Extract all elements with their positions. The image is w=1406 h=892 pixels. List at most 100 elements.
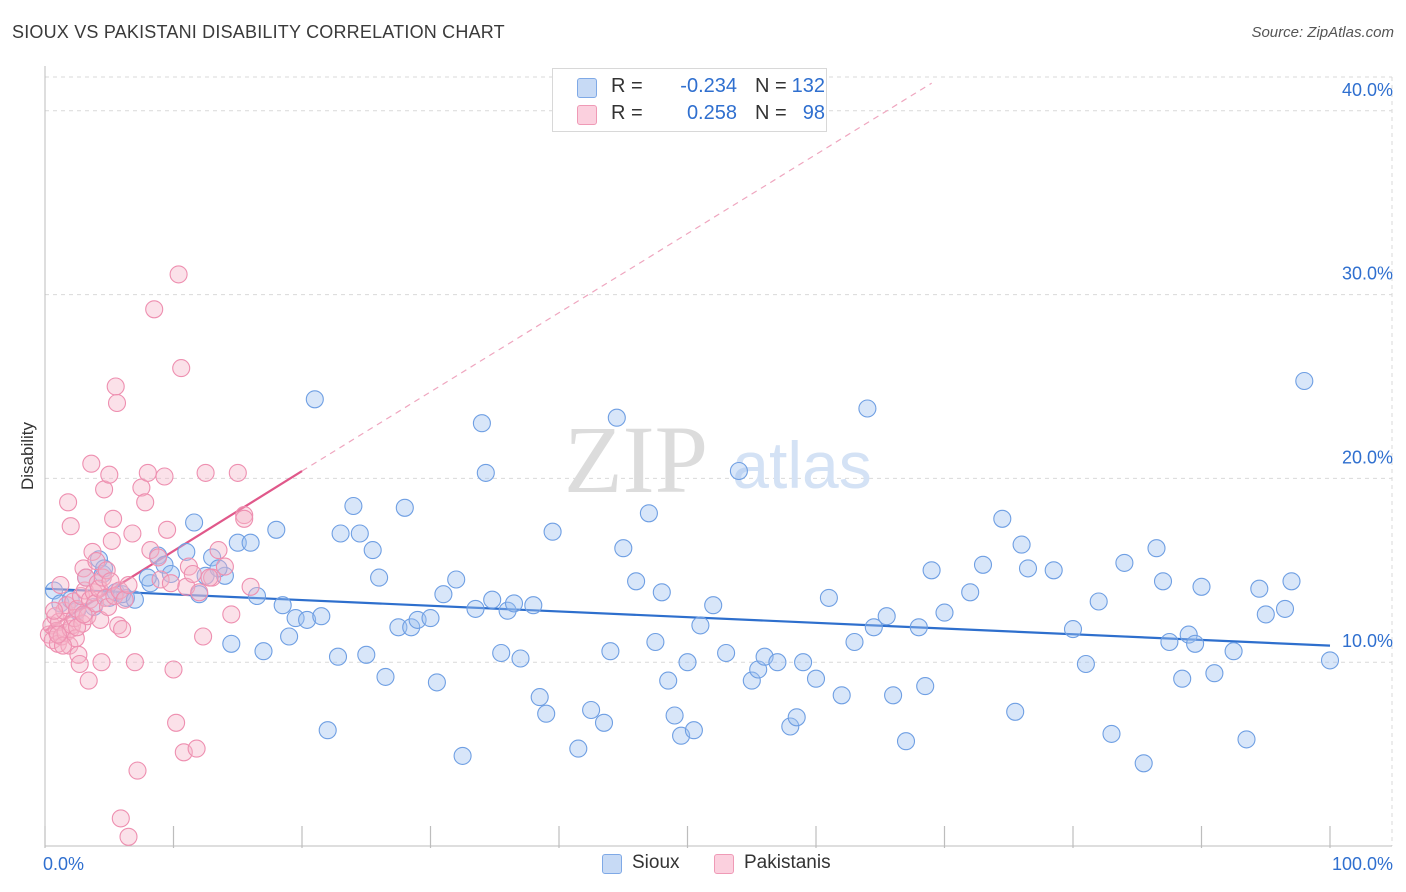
pakistanis-point bbox=[196, 463, 215, 482]
sioux-point bbox=[1076, 654, 1095, 674]
sioux-point bbox=[993, 509, 1012, 528]
legend-r-value: 0.258 bbox=[686, 102, 737, 124]
pakistanis-point bbox=[241, 577, 260, 596]
sioux-point bbox=[363, 541, 382, 560]
sioux-point bbox=[665, 706, 684, 725]
pakistanis-point bbox=[187, 739, 206, 758]
sioux-point bbox=[1295, 371, 1314, 391]
pakistanis-point bbox=[61, 517, 80, 536]
tick-labels: 10.0% 20.0% 30.0% 40.0% 0.0% 100.0% bbox=[43, 80, 1393, 874]
sioux-point bbox=[1320, 651, 1340, 670]
sioux-point bbox=[678, 653, 697, 672]
sioux-point bbox=[472, 414, 491, 433]
pakistanis-point bbox=[87, 552, 106, 571]
y-tick-label: 30.0% bbox=[1342, 264, 1393, 284]
sioux-point bbox=[286, 609, 305, 628]
pakistanis-point bbox=[123, 524, 142, 543]
sioux-point bbox=[434, 585, 453, 604]
pakistanis-point bbox=[119, 575, 138, 595]
sioux-point bbox=[1153, 572, 1173, 591]
sioux-point bbox=[504, 594, 524, 613]
sioux-point bbox=[376, 667, 395, 686]
sioux-point bbox=[1160, 632, 1179, 652]
sioux-point bbox=[273, 596, 292, 615]
watermark-atlas: atlas bbox=[732, 428, 871, 502]
sioux-point bbox=[537, 704, 556, 723]
pakistanis-point bbox=[69, 645, 88, 664]
sioux-point bbox=[832, 686, 851, 705]
sioux-point bbox=[1147, 539, 1166, 558]
pakistanis-point bbox=[110, 581, 129, 600]
sioux-point bbox=[395, 498, 414, 517]
legend-r-value: -0.234 bbox=[680, 75, 737, 97]
y-tick-label: 40.0% bbox=[1342, 80, 1393, 100]
pakistanis-point bbox=[83, 542, 102, 561]
sioux-point bbox=[1115, 553, 1134, 572]
sioux-point bbox=[935, 603, 954, 622]
pakistanis-point bbox=[125, 653, 144, 672]
legend-swatch-sioux bbox=[602, 854, 622, 874]
sioux-point bbox=[389, 618, 408, 637]
pakistanis-point bbox=[107, 393, 127, 413]
sioux-point bbox=[569, 739, 588, 758]
watermark-zip: ZIP bbox=[564, 406, 708, 513]
sioux-point bbox=[659, 671, 678, 690]
sioux-point bbox=[729, 461, 748, 481]
pakistanis-point bbox=[190, 583, 209, 602]
pakistanis-point bbox=[79, 671, 98, 690]
sioux-point bbox=[483, 590, 502, 609]
pakistanis-point bbox=[155, 467, 174, 486]
sioux-point bbox=[652, 583, 671, 602]
pakistanis-trend-extension bbox=[301, 82, 932, 472]
sioux-point bbox=[614, 539, 633, 558]
sioux-point bbox=[427, 673, 446, 692]
sioux-point bbox=[305, 390, 324, 409]
pakistanis-point bbox=[222, 605, 241, 624]
pakistanis-point bbox=[183, 564, 202, 584]
sioux-point bbox=[909, 618, 928, 637]
sioux-point bbox=[402, 618, 421, 637]
pakistanis-point bbox=[70, 654, 89, 674]
trend-lines bbox=[44, 82, 1331, 647]
pakistanis-point bbox=[235, 509, 254, 528]
pakistanis-point bbox=[200, 568, 219, 587]
sioux-point bbox=[1192, 577, 1211, 596]
sioux-point bbox=[1012, 535, 1031, 554]
pakistanis-point bbox=[141, 541, 160, 560]
pakistanis-trend-line bbox=[44, 470, 303, 632]
legend-n-label: N = bbox=[755, 102, 787, 124]
legend-r-label: R = bbox=[611, 75, 643, 97]
sioux-point bbox=[594, 713, 614, 732]
sioux-point bbox=[185, 513, 204, 532]
sioux-point bbox=[1179, 625, 1198, 644]
sioux-point bbox=[312, 607, 331, 626]
sioux-point bbox=[1044, 561, 1063, 580]
pakistanis-point bbox=[115, 590, 134, 609]
pakistanis-point bbox=[172, 359, 191, 378]
sioux-point bbox=[370, 568, 389, 587]
sioux-point bbox=[582, 700, 601, 720]
sioux-point bbox=[155, 555, 174, 574]
y-tick-label: 10.0% bbox=[1342, 631, 1393, 651]
series-legend-label: Sioux bbox=[632, 852, 680, 873]
sioux-point bbox=[845, 632, 864, 652]
sioux-point bbox=[280, 627, 299, 646]
pakistanis-point bbox=[59, 493, 78, 512]
pakistanis-point bbox=[51, 575, 70, 595]
sioux-point bbox=[1018, 559, 1038, 578]
sioux-point bbox=[161, 564, 180, 584]
source-label: Source: ZipAtlas.com bbox=[1251, 24, 1394, 41]
sioux-point bbox=[916, 677, 935, 696]
sioux-point bbox=[222, 634, 241, 653]
y-tick-label: 20.0% bbox=[1342, 447, 1393, 467]
sioux-point bbox=[492, 643, 511, 663]
pakistanis-point bbox=[161, 574, 180, 593]
sioux-point bbox=[794, 653, 813, 672]
sioux-point bbox=[787, 708, 806, 727]
sioux-point bbox=[601, 642, 620, 661]
pakistanis-point bbox=[113, 620, 132, 639]
pakistanis-point bbox=[97, 561, 116, 580]
pakistanis-point bbox=[149, 548, 168, 567]
sioux-point bbox=[177, 542, 196, 561]
sioux-point bbox=[896, 732, 916, 751]
